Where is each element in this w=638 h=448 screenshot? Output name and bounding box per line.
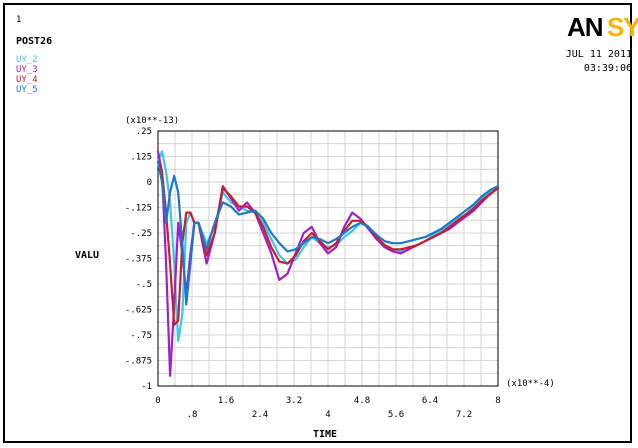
legend: UY_2UY_3UY_4UY_5 (16, 55, 38, 95)
y-tick-label: -.625 (125, 306, 152, 316)
legend-entry: UY_4 (16, 75, 38, 85)
y-tick-label: -.75 (130, 331, 152, 341)
svg-text:SYS: SYS (607, 12, 638, 42)
y-tick-label: 0 (147, 178, 152, 188)
y-tick-label: -.375 (125, 255, 152, 265)
series-group (156, 150, 500, 377)
x-tick-label: .8 (187, 410, 198, 420)
x-tick-label: 2.4 (252, 410, 268, 420)
ansys-logo: AN SYS (567, 12, 638, 42)
y-tick-labels: .25 .125 0 -.125 -.25 -.375 -.5 -.625 -.75 -.875 -… (125, 127, 152, 392)
x-tick-label: 4 (325, 410, 330, 420)
x-tick-label: 4.8 (354, 396, 370, 406)
date-text: JUL 11 2011 (566, 49, 632, 60)
plot-border (157, 130, 499, 387)
x-tick-label: 7.2 (456, 410, 472, 420)
x-tick-label: 1.6 (218, 396, 234, 406)
legend-entry: UY_2 (16, 55, 38, 65)
y-axis-label: VALU (75, 250, 99, 261)
x-tick-label: 8 (495, 396, 500, 406)
x-tick-label: 5.6 (388, 410, 404, 420)
plot-window (3, 3, 632, 443)
grid-lines (158, 131, 498, 386)
legend-entry: UY_3 (16, 65, 38, 75)
y-tick-label: .125 (130, 153, 152, 163)
y-tick-label: -.125 (125, 204, 152, 214)
series-line-uy-5 (156, 160, 500, 306)
y-tick-label: -.5 (136, 280, 152, 290)
series-line-uy-2 (156, 150, 500, 343)
legend-entry: UY_5 (16, 85, 38, 95)
y-tick-label: -1 (141, 382, 152, 392)
x-multiplier: (x10**-4) (506, 379, 555, 389)
x-axis-label: TIME (313, 429, 337, 440)
x-tick-label: 0 (155, 396, 160, 406)
time-text: 03:39:06 (584, 63, 632, 74)
corner-marker: 1 (16, 15, 21, 25)
x-tick-label: 6.4 (422, 396, 438, 406)
y-multiplier: (x10**-13) (125, 116, 179, 126)
svg-text:AN: AN (567, 12, 603, 42)
post-label: POST26 (16, 36, 52, 47)
series-line-uy-4 (156, 160, 500, 326)
y-tick-label: .25 (136, 127, 152, 137)
y-tick-label: -.25 (130, 229, 152, 239)
x-tick-label: 3.2 (286, 396, 302, 406)
x-tick-labels: 0 1.6 3.2 4.8 6.4 8 .8 2.4 4 5.6 7.2 (155, 396, 500, 420)
y-tick-label: -.875 (125, 357, 152, 367)
